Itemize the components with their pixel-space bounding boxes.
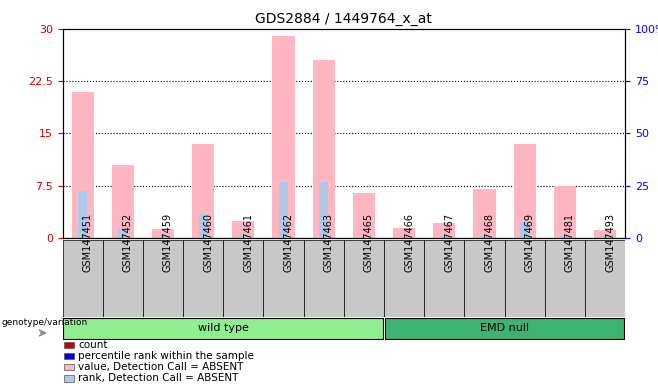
Bar — [72, 91, 93, 238]
Bar — [64, 364, 74, 371]
Text: GSM147468: GSM147468 — [484, 213, 494, 272]
Text: GSM147493: GSM147493 — [605, 213, 615, 272]
Bar — [143, 240, 183, 317]
Text: rank, Detection Call = ABSENT: rank, Detection Call = ABSENT — [78, 374, 239, 384]
Text: GSM147452: GSM147452 — [123, 213, 133, 272]
Title: GDS2884 / 1449764_x_at: GDS2884 / 1449764_x_at — [255, 12, 432, 26]
Bar — [594, 230, 616, 238]
Bar — [152, 229, 174, 238]
Bar — [118, 229, 127, 238]
Text: GSM147466: GSM147466 — [404, 213, 414, 272]
Text: GSM147462: GSM147462 — [284, 213, 293, 272]
Text: count: count — [78, 340, 108, 350]
Bar — [353, 193, 375, 238]
Text: GSM147459: GSM147459 — [163, 213, 173, 272]
Bar — [385, 318, 624, 339]
Bar — [520, 222, 529, 238]
Bar — [480, 235, 489, 238]
Bar — [303, 240, 343, 317]
Text: value, Detection Call = ABSENT: value, Detection Call = ABSENT — [78, 362, 243, 372]
Bar — [199, 214, 207, 238]
Text: GSM147465: GSM147465 — [364, 213, 374, 272]
Bar — [183, 240, 223, 317]
Bar — [239, 235, 248, 238]
Bar — [64, 342, 74, 348]
Bar — [554, 186, 576, 238]
Bar — [440, 235, 449, 238]
Text: GSM147451: GSM147451 — [83, 213, 93, 272]
Bar — [433, 223, 455, 238]
Bar — [103, 240, 143, 317]
Bar — [561, 235, 569, 238]
Bar — [78, 190, 87, 238]
Bar — [319, 182, 328, 238]
Text: GSM147467: GSM147467 — [444, 213, 454, 272]
Bar — [343, 240, 384, 317]
Bar — [384, 240, 424, 317]
Bar — [64, 353, 74, 359]
Bar — [159, 235, 167, 238]
Bar — [393, 228, 415, 238]
Bar — [601, 235, 609, 238]
Text: GSM147461: GSM147461 — [243, 213, 253, 272]
Bar — [263, 240, 303, 317]
Bar — [505, 240, 545, 317]
Bar — [473, 189, 495, 238]
Bar — [64, 376, 74, 382]
Text: EMD null: EMD null — [480, 323, 529, 333]
Text: wild type: wild type — [198, 323, 249, 333]
Bar — [272, 36, 295, 238]
Text: GSM147481: GSM147481 — [565, 213, 575, 272]
Bar — [514, 144, 536, 238]
Bar — [424, 240, 465, 317]
Text: GSM147460: GSM147460 — [203, 213, 213, 272]
Text: percentile rank within the sample: percentile rank within the sample — [78, 351, 254, 361]
Text: GSM147463: GSM147463 — [324, 213, 334, 272]
Bar — [399, 237, 409, 238]
Bar — [223, 240, 263, 317]
Bar — [465, 240, 505, 317]
Bar — [232, 221, 255, 238]
Bar — [279, 182, 288, 238]
Text: GSM147469: GSM147469 — [524, 213, 535, 272]
Bar — [63, 318, 383, 339]
Bar — [313, 60, 335, 238]
Bar — [359, 237, 368, 238]
Bar — [112, 165, 134, 238]
Bar — [585, 240, 625, 317]
Bar — [63, 240, 103, 317]
Bar — [192, 144, 215, 238]
Text: genotype/variation: genotype/variation — [1, 318, 88, 327]
Bar — [545, 240, 585, 317]
